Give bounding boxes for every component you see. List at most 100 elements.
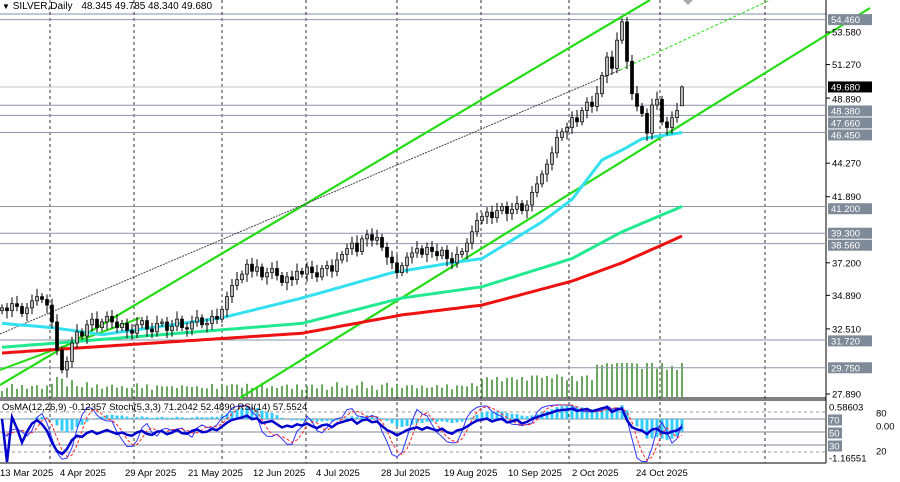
candle (70, 336, 74, 368)
candle-body (530, 191, 534, 206)
candle (360, 235, 364, 256)
candle (75, 324, 79, 349)
date-tick-label: 28 Jul 2025 (381, 468, 430, 479)
candle-body (290, 276, 294, 281)
candle (140, 317, 144, 329)
candle-body (240, 273, 244, 281)
price-tick-label: 51.270 (832, 60, 861, 71)
candle-body (510, 208, 514, 214)
candle-body (445, 249, 449, 259)
candle-body (390, 256, 394, 264)
candle-body (265, 272, 269, 278)
candle (50, 298, 54, 329)
candle-body (580, 110, 584, 123)
osma-axis-max: 0.58603 (829, 403, 863, 414)
level-price-label: 41.200 (831, 204, 860, 215)
candle (625, 16, 629, 70)
candle (610, 50, 614, 75)
candle (260, 263, 264, 281)
candle-body (425, 246, 429, 255)
candle (460, 248, 464, 258)
candle-body (325, 265, 329, 269)
candle-body (210, 315, 214, 324)
candle-body (520, 203, 524, 212)
candle (380, 233, 384, 251)
candle-body (175, 318, 179, 327)
candle (210, 310, 214, 330)
candle-body (640, 106, 644, 114)
candle (225, 291, 229, 318)
candle (340, 250, 344, 264)
candle (355, 235, 359, 257)
candle (520, 200, 524, 215)
channel-median-extension (619, 0, 771, 71)
candle (580, 107, 584, 126)
candle-body (35, 296, 39, 302)
candle (165, 317, 169, 339)
candle-body (285, 276, 289, 283)
stoch-signal-line (1, 404, 683, 461)
candle (320, 264, 324, 281)
candle (265, 267, 269, 285)
candle (65, 356, 69, 378)
level-price-tag (828, 362, 872, 374)
candle (245, 259, 249, 282)
price-tick-label: 53.580 (832, 28, 861, 39)
price-tick-label: 48.890 (832, 94, 861, 105)
candle-body (620, 21, 624, 41)
candle (350, 236, 354, 256)
candle (475, 212, 479, 237)
triangle-down-icon[interactable]: ▼ (2, 2, 10, 11)
candle-body (405, 256, 409, 266)
candle (60, 346, 64, 374)
candle-body (195, 317, 199, 323)
candle-body (170, 325, 174, 331)
candle-body (85, 324, 89, 337)
candle-body (355, 242, 359, 252)
candle (550, 146, 554, 171)
candle-body (205, 323, 209, 326)
candle-body (550, 152, 554, 165)
candle-body (150, 328, 154, 333)
candle-body (235, 279, 239, 286)
candle-body (635, 93, 639, 107)
osma-axis-zero: 0.00 (876, 422, 895, 433)
candle (120, 319, 124, 332)
candle-body (50, 304, 54, 323)
candle-body (375, 237, 379, 241)
level-price-tag (828, 203, 872, 215)
level-price-label: 39.300 (831, 229, 860, 240)
candle-body (570, 117, 574, 128)
candle-body (345, 248, 349, 255)
candle-body (555, 137, 559, 154)
candle-body (30, 300, 34, 309)
candle-body (245, 263, 249, 275)
chart-shift-marker (683, 0, 693, 5)
candle-body (185, 327, 189, 330)
symbol-timeframe: SILVER,Daily (12, 1, 73, 12)
candle-body (90, 318, 94, 326)
candle (565, 122, 569, 140)
channel-median-line (0, 69, 621, 335)
candle-body (10, 303, 14, 312)
candle-body (80, 331, 84, 337)
candle (645, 108, 649, 141)
candle-body (165, 321, 169, 331)
candle (375, 229, 379, 246)
candle-body (610, 56, 614, 69)
candle (105, 311, 109, 330)
date-tick-label: 4 Jul 2025 (316, 468, 360, 479)
level-price-label: 48.380 (831, 106, 860, 117)
candle-body (25, 307, 29, 314)
candle (115, 314, 119, 333)
candle-body (440, 249, 444, 257)
candle (290, 270, 294, 287)
candle (490, 205, 494, 225)
candle-body (370, 234, 374, 241)
candle-body (320, 268, 324, 278)
candle (310, 260, 314, 280)
candle (160, 318, 164, 327)
candle-body (255, 266, 259, 272)
candle (80, 328, 84, 340)
